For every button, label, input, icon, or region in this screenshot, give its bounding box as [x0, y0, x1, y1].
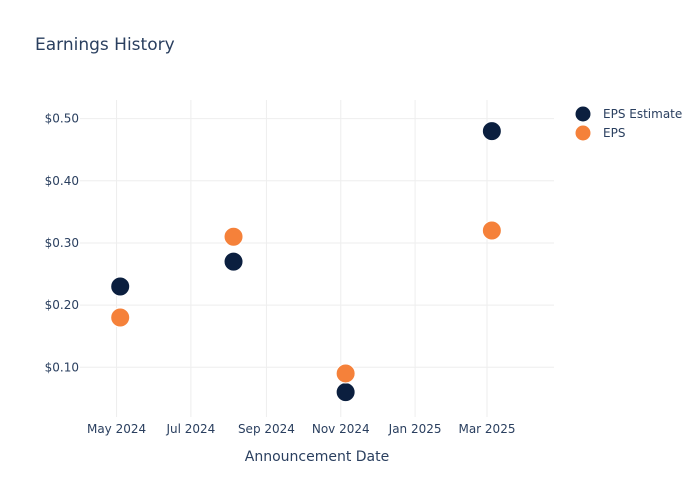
legend-marker	[575, 106, 591, 122]
grid-layer	[80, 100, 554, 417]
x-axis-title: Announcement Date	[245, 449, 389, 465]
legend-item[interactable]: EPS	[575, 125, 626, 141]
eps-point[interactable]	[110, 307, 131, 328]
y-tick-label: $0.20	[45, 298, 79, 312]
eps-point[interactable]	[481, 220, 502, 241]
x-tick-label: Nov 2024	[312, 422, 370, 436]
chart-title: Earnings History	[35, 35, 175, 55]
eps-estimate-point[interactable]	[223, 251, 244, 272]
x-tick-label: Jan 2025	[388, 422, 442, 436]
data-points	[110, 121, 502, 403]
x-tick-label: May 2024	[87, 422, 146, 436]
y-axis-ticks: $0.10 $0.20 $0.30 $0.40 $0.50	[45, 112, 79, 375]
legend-item[interactable]: EPS Estimate	[575, 106, 683, 122]
legend: EPS Estimate EPS	[575, 106, 683, 141]
eps-point[interactable]	[335, 363, 356, 384]
y-tick-label: $0.30	[45, 236, 79, 250]
eps-estimate-point[interactable]	[481, 121, 502, 142]
eps-point[interactable]	[223, 226, 244, 247]
x-tick-label: Jul 2024	[165, 422, 215, 436]
legend-label: EPS	[603, 126, 625, 140]
eps-estimate-point[interactable]	[110, 276, 131, 297]
x-tick-label: Mar 2025	[458, 422, 515, 436]
y-tick-label: $0.40	[45, 174, 79, 188]
y-tick-label: $0.50	[45, 112, 79, 126]
eps-estimate-point[interactable]	[335, 382, 356, 403]
legend-label: EPS Estimate	[603, 107, 682, 121]
legend-marker	[575, 125, 591, 141]
y-tick-label: $0.10	[45, 360, 79, 374]
x-axis-ticks: May 2024 Jul 2024 Sep 2024 Nov 2024 Jan 2025…	[87, 422, 516, 436]
x-tick-label: Sep 2024	[238, 422, 295, 436]
